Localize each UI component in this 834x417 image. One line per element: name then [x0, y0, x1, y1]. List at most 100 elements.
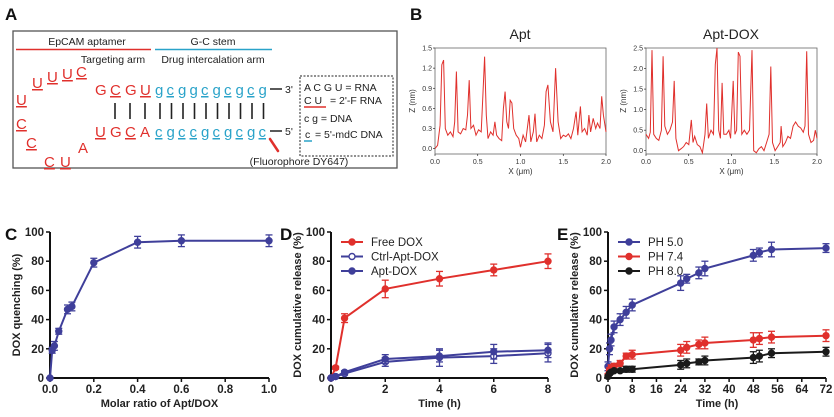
panel-b-apt-dox-profile: Apt-DOX 0.0 0.5 1.0 1.5 2.0 0.0 0.5 1.0 1.5 2.0 2.… [619, 26, 822, 176]
legend-2f-rna-key: C U [304, 95, 322, 107]
y-tick-label: 0 [596, 373, 602, 385]
bottom-stem-dna: g [247, 124, 255, 141]
y-tick-label: 100 [583, 227, 602, 239]
bottom-stem-dna: c [259, 124, 267, 141]
y-tick-label: 0.3 [422, 126, 432, 133]
legend-marker [348, 267, 356, 275]
top-stem-rna: U [140, 82, 151, 99]
top-stem-dna: g [213, 82, 221, 99]
loop-nucleotide: C [44, 154, 55, 171]
data-point [610, 367, 618, 375]
y-tick-label: 80 [589, 256, 602, 268]
legend-marker [625, 267, 633, 275]
panel-label-b: B [410, 5, 422, 24]
data-point [628, 350, 636, 359]
top-stem-dna: g [178, 82, 186, 99]
legend-marker [348, 238, 356, 246]
bottom-stem-dna: g [201, 124, 209, 141]
three-prime-end: 3' [285, 84, 293, 96]
plot-frame [645, 47, 818, 155]
x-tick-label: 0.4 [130, 384, 147, 396]
legend-marker [625, 252, 633, 261]
data-point [695, 358, 703, 366]
x-axis-label: X (μm) [508, 167, 532, 176]
top-stem-dna: c [247, 82, 255, 99]
loop-nucleotide: C [26, 135, 37, 152]
series-line [607, 350, 827, 377]
height-profile-line [645, 47, 818, 155]
series-ph-7-4 [604, 329, 830, 379]
data-point [755, 248, 764, 257]
data-point [695, 269, 703, 277]
legend-dna: c g = DNA [304, 113, 352, 125]
x-tick-label: 1.5 [769, 159, 779, 166]
data-point [490, 348, 498, 356]
y-tick-label: 80 [312, 256, 325, 268]
x-tick-label: 6 [491, 384, 497, 396]
x-tick-label: 0.8 [217, 384, 234, 396]
y-tick-label: 0.0 [422, 146, 432, 153]
x-tick-label: 0 [605, 384, 611, 396]
legend-marker [348, 252, 356, 261]
data-point [68, 302, 76, 311]
data-point [695, 340, 703, 349]
sequence-legend-box: A C G U = RNA C U = 2'-F RNA c g = DNA c… [299, 75, 394, 157]
top-stem-dna: c [201, 82, 209, 99]
fluorophore-label: (Fluorophore DY647) [250, 156, 349, 168]
panel-a-aptamer-diagram: EpCAM aptamer G-C stem Targeting arm Dru… [12, 30, 398, 171]
y-tick-label: 60 [589, 285, 602, 297]
fluorophore-marker [268, 137, 280, 153]
targeting-arm-label: Targeting arm [81, 54, 145, 66]
data-point [767, 349, 776, 357]
series-line [607, 247, 827, 367]
data-point [544, 346, 552, 354]
bottom-stem-dna: c [155, 124, 163, 141]
legend-mdc: = 5'-mdC DNA [315, 129, 383, 141]
data-point [701, 264, 709, 273]
x-tick-label: 0.6 [173, 384, 189, 396]
top-stem-dna: g [259, 82, 267, 99]
x-tick-label: 72 [820, 384, 833, 396]
data-point [755, 352, 764, 360]
data-point [340, 314, 349, 322]
top-stem-rna: G [125, 82, 137, 99]
y-tick-label: 0 [319, 373, 325, 385]
legend-label: PH 7.4 [648, 252, 684, 264]
x-tick-label: 0.0 [42, 384, 58, 396]
apt-dox-title: Apt-DOX [703, 26, 760, 42]
data-point [683, 275, 691, 283]
data-point [605, 345, 614, 353]
data-point [616, 315, 624, 324]
y-tick-label: 0 [38, 373, 44, 385]
x-tick-label: 0.5 [684, 159, 694, 166]
x-tick-label: 0.5 [473, 159, 483, 166]
x-tick-label: 64 [795, 384, 808, 396]
series-line [49, 239, 269, 379]
y-tick-label: 1.5 [422, 46, 432, 53]
y-tick-label: 20 [312, 344, 325, 356]
data-point [822, 348, 830, 356]
x-tick-label: 48 [747, 384, 760, 396]
data-point [133, 238, 142, 246]
data-point [622, 365, 630, 373]
x-tick-label: 0 [328, 384, 334, 396]
bottom-stem-rna: G [110, 124, 122, 141]
data-point [628, 301, 636, 309]
x-tick-label: 2.0 [812, 159, 822, 166]
panel-a-frame [12, 30, 398, 169]
panel-e-ph-release-chart: 0 8 16 24 32 40 48 56 64 72 0 20 40 60 80 100 Time (h) DO… [569, 227, 832, 410]
y-tick-label: 0.0 [633, 148, 643, 155]
series-ph-5-0 [604, 241, 830, 372]
y-axis-label: Z (nm) [619, 89, 628, 113]
data-point [822, 331, 830, 340]
data-point [340, 368, 349, 376]
y-tick-label: 80 [31, 256, 44, 268]
legend-label: Ctrl-Apt-DOX [371, 252, 439, 264]
data-point [822, 244, 830, 252]
top-stem-dna: c [167, 82, 175, 99]
loop-nucleotide: U [62, 66, 73, 83]
bottom-stem-dna: c [236, 124, 244, 141]
x-axis-label: Time (h) [418, 398, 461, 410]
